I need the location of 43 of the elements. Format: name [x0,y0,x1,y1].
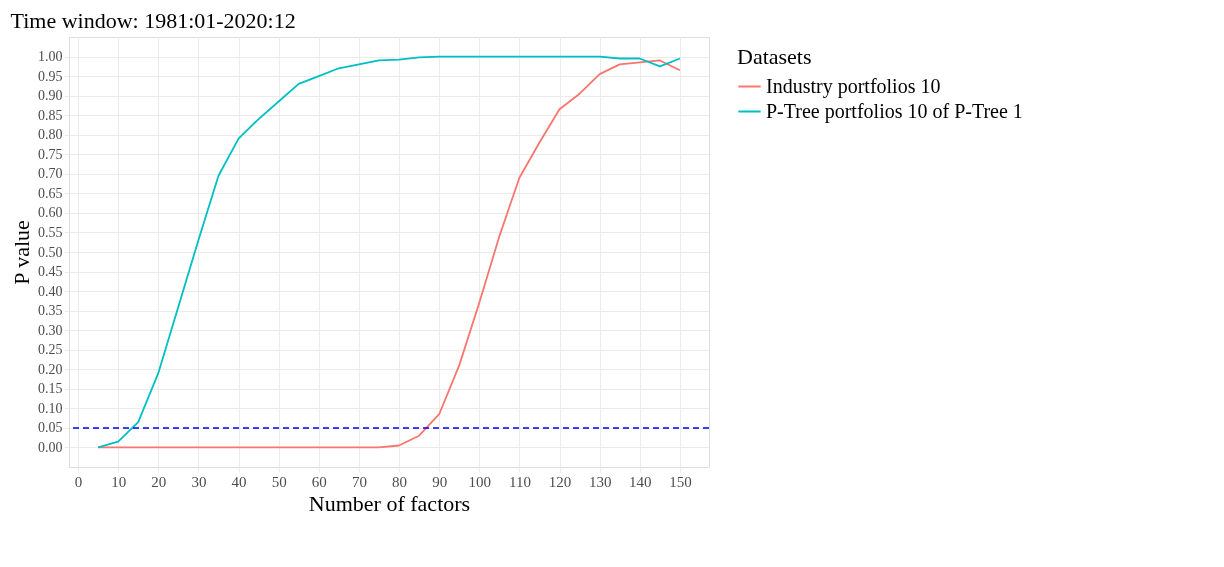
y-tick-label: 0.40 [38,283,63,299]
y-tick-label: 0.45 [38,264,63,280]
y-tick-label: 0.10 [38,400,63,416]
x-tick-label: 130 [588,473,612,490]
y-tick-label: 0.60 [38,205,63,221]
y-tick-label: 0.85 [38,107,63,123]
y-tick-label: 0.90 [38,88,63,104]
y-tick-label: 0.35 [38,303,63,319]
y-tick-label: 0.30 [38,322,63,338]
x-tick-label: 20 [151,473,167,490]
chart-title: Time window: 1981:01-2020:12 [10,8,296,33]
x-axis-title: Number of factors [308,490,471,516]
y-tick-label: 0.25 [38,342,63,358]
x-tick-label: 10 [111,473,127,490]
y-tick-label: 0.50 [38,244,63,260]
legend-label: Industry portfolios 10 [766,74,941,98]
x-tick-label: 140 [629,473,652,490]
y-tick-label: 0.20 [38,361,63,377]
y-tick-label: 0.55 [38,224,63,240]
legend-title: Datasets [737,44,812,69]
y-tick-label: 0.70 [38,166,63,182]
y-tick-label: 0.80 [38,127,63,143]
y-tick-label: 0.00 [38,439,63,455]
legend-label: P-Tree portfolios 10 of P-Tree 1 [766,99,1023,123]
x-tick-label: 150 [669,473,692,490]
y-tick-label: 0.65 [38,185,63,201]
x-tick-label: 0 [74,473,83,490]
x-tick-label: 120 [548,473,572,490]
y-tick-label: 1.00 [38,49,63,65]
x-tick-label: 30 [191,473,207,490]
x-tick-label: 40 [231,473,247,490]
y-tick-label: 0.05 [38,420,63,436]
x-tick-label: 60 [311,473,327,490]
y-tick-label: 0.15 [38,381,63,397]
x-tick-label: 80 [392,473,408,490]
y-axis-title: P value [9,220,34,285]
x-tick-label: 100 [468,473,492,490]
y-tick-label: 0.75 [38,146,63,162]
x-tick-label: 110 [508,473,531,490]
y-tick-label: 0.95 [38,68,63,84]
x-tick-label: 90 [432,473,448,490]
x-tick-label: 50 [271,473,287,490]
x-tick-label: 70 [351,473,367,490]
